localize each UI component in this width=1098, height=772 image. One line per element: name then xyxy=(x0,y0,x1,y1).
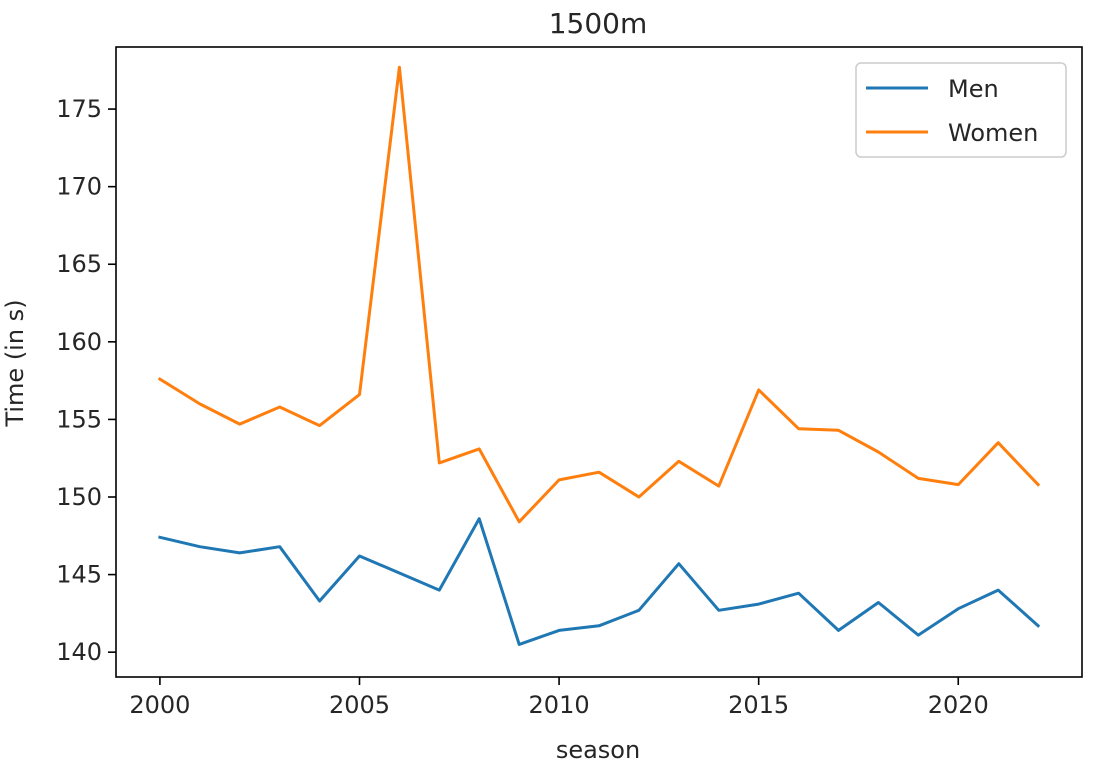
y-tick-label: 150 xyxy=(56,483,102,511)
chart-title: 1500m xyxy=(549,7,648,40)
x-tick-label: 2005 xyxy=(329,691,390,719)
y-axis-label: Time (in s) xyxy=(1,299,29,427)
x-axis-label: season xyxy=(556,736,640,764)
y-tick-label: 145 xyxy=(56,561,102,589)
series-line-men xyxy=(158,517,1041,646)
legend-label-women: Women xyxy=(948,119,1038,147)
x-tick-label: 2015 xyxy=(728,691,789,719)
x-tick-label: 2020 xyxy=(928,691,989,719)
plot-area xyxy=(157,65,1041,646)
series-line-women xyxy=(157,65,1041,524)
y-tick-label: 165 xyxy=(56,250,102,278)
y-tick-label: 155 xyxy=(56,405,102,433)
axes: 2000 2005 2010 2015 2020 140 145 150 155 160 165 17… xyxy=(56,46,1083,719)
x-tick-label: 2000 xyxy=(129,691,190,719)
y-tick-label: 175 xyxy=(56,95,102,123)
legend-label-men: Men xyxy=(948,75,999,103)
x-tick-label: 2010 xyxy=(529,691,590,719)
axes-frame xyxy=(115,46,1083,678)
y-tick-label: 160 xyxy=(56,328,102,356)
y-tick-label: 170 xyxy=(56,173,102,201)
y-tick-label: 140 xyxy=(56,638,102,666)
legend: Men Women xyxy=(855,62,1067,158)
